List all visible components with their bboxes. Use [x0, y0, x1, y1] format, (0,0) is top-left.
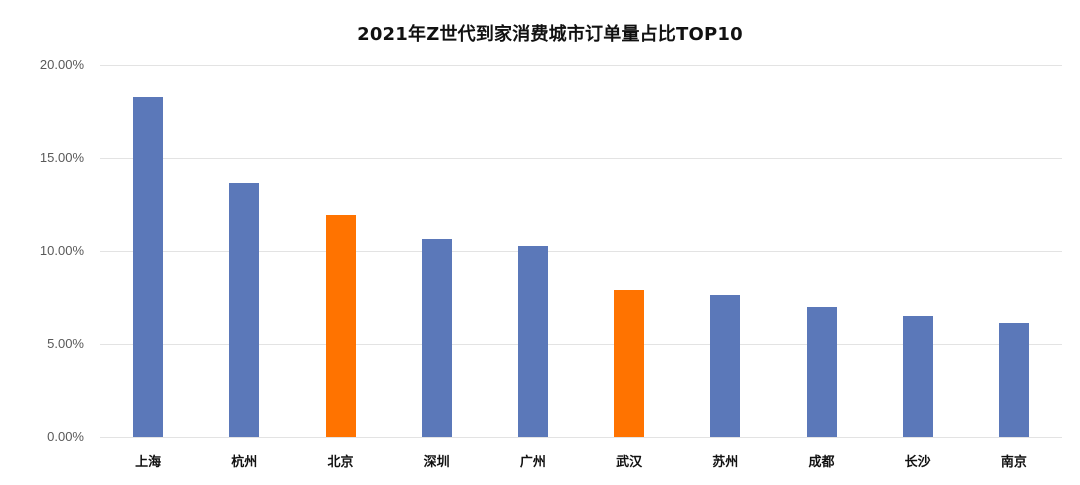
y-tick-label: 0.00% — [47, 429, 84, 444]
bar-5 — [517, 245, 548, 437]
x-tick-label: 长沙 — [904, 455, 931, 470]
bar-10 — [998, 322, 1029, 437]
chart-title: 2021年Z世代到家消费城市订单量占比TOP10 — [357, 24, 743, 45]
bar-9 — [902, 315, 933, 437]
gridline — [100, 158, 1062, 159]
bar-3 — [325, 214, 356, 437]
gridline — [100, 344, 1062, 345]
x-tick-label: 武汉 — [616, 455, 643, 470]
x-tick-label: 苏州 — [712, 455, 739, 470]
bar-6 — [614, 290, 645, 437]
x-tick-label: 北京 — [327, 455, 354, 470]
y-tick-label: 10.00% — [39, 243, 84, 258]
bar-7 — [710, 295, 741, 437]
x-tick-label: 成都 — [808, 455, 835, 470]
gridline — [100, 251, 1062, 252]
x-tick-label: 南京 — [1000, 455, 1027, 470]
plot-area — [100, 65, 1062, 438]
x-tick-label: 广州 — [519, 455, 546, 470]
gridline — [100, 437, 1062, 438]
bar-8 — [806, 307, 837, 437]
y-tick-label: 5.00% — [47, 336, 84, 351]
y-tick-label: 15.00% — [39, 150, 84, 165]
bar-1 — [133, 97, 164, 437]
bar-4 — [421, 238, 452, 437]
bar-2 — [229, 182, 260, 437]
gridline — [100, 65, 1062, 66]
x-tick-label: 上海 — [135, 455, 162, 470]
y-tick-label: 20.00% — [39, 57, 84, 72]
x-tick-label: 杭州 — [231, 455, 258, 470]
x-tick-label: 深圳 — [423, 455, 450, 470]
